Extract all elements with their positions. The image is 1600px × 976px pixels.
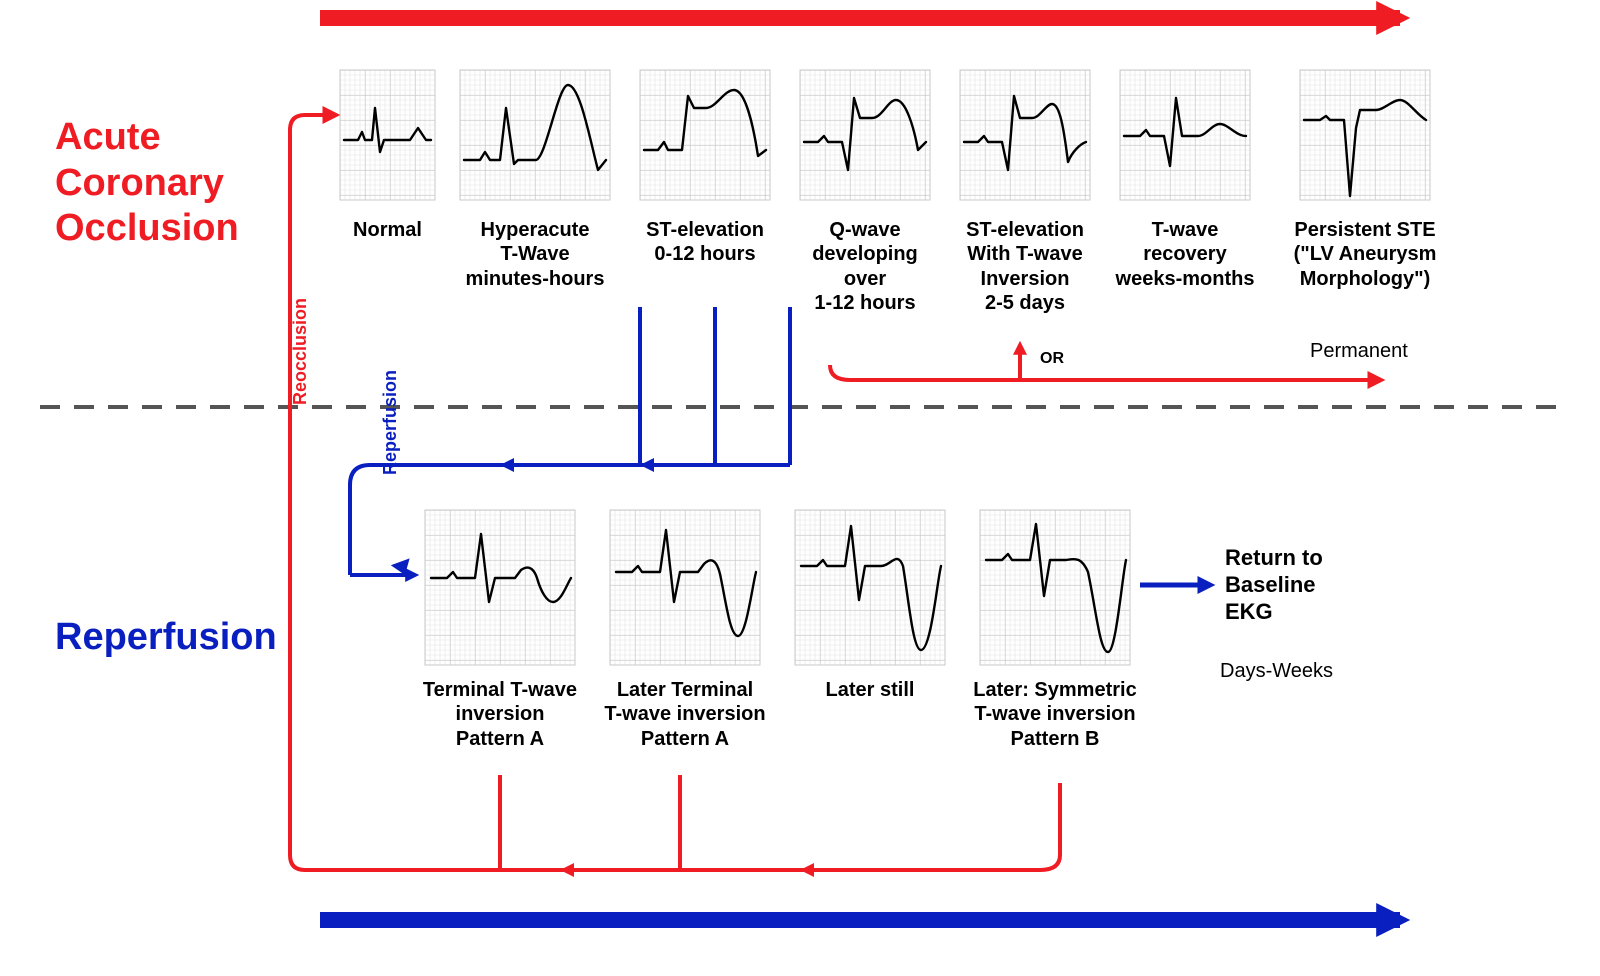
- occ-persist: [1300, 70, 1430, 200]
- title-occlusion: AcuteCoronaryOcclusion: [55, 115, 239, 252]
- occ-label-hyperacute: HyperacuteT-Waveminutes-hours: [445, 218, 625, 291]
- rep-label-symb: Later: SymmetricT-wave inversionPattern …: [965, 678, 1145, 751]
- occ-hyperacute: [460, 70, 610, 200]
- rep-later: [795, 510, 945, 665]
- red-or-path: [830, 365, 1380, 380]
- rep-label-terma: Terminal T-waveinversionPattern A: [410, 678, 590, 751]
- title-reperfusion: Reperfusion: [55, 615, 277, 661]
- occ-recovery: [1120, 70, 1250, 200]
- label-reperfusion: Reperfusion: [380, 370, 401, 475]
- occ-steinv: [960, 70, 1090, 200]
- rep-terma: [425, 510, 575, 665]
- rep-symb: [980, 510, 1130, 665]
- label-reocclusion: Reocclusion: [290, 298, 311, 405]
- days-weeks-text: Days-Weeks: [1220, 660, 1333, 683]
- permanent-text: Permanent: [1310, 340, 1408, 363]
- return-baseline-text: Return toBaselineEKG: [1225, 545, 1385, 625]
- rep-label-latea: Later TerminalT-wave inversionPattern A: [595, 678, 775, 751]
- rep-latea: [610, 510, 760, 665]
- occ-label-recovery: T-waverecoveryweeks-months: [1095, 218, 1275, 291]
- rep-label-later: Later still: [780, 678, 960, 702]
- occ-normal: [340, 70, 435, 200]
- occ-label-steinv: ST-elevationWith T-waveInversion2-5 days: [935, 218, 1115, 316]
- occ-label-persist: Persistent STE("LV AneurysmMorphology"): [1275, 218, 1455, 291]
- occ-qwave: [800, 70, 930, 200]
- occ-label-ste: ST-elevation0-12 hours: [615, 218, 795, 267]
- occ-label-qwave: Q-wavedevelopingover1-12 hours: [775, 218, 955, 316]
- occ-ste: [640, 70, 770, 200]
- or-text: OR: [1040, 350, 1064, 368]
